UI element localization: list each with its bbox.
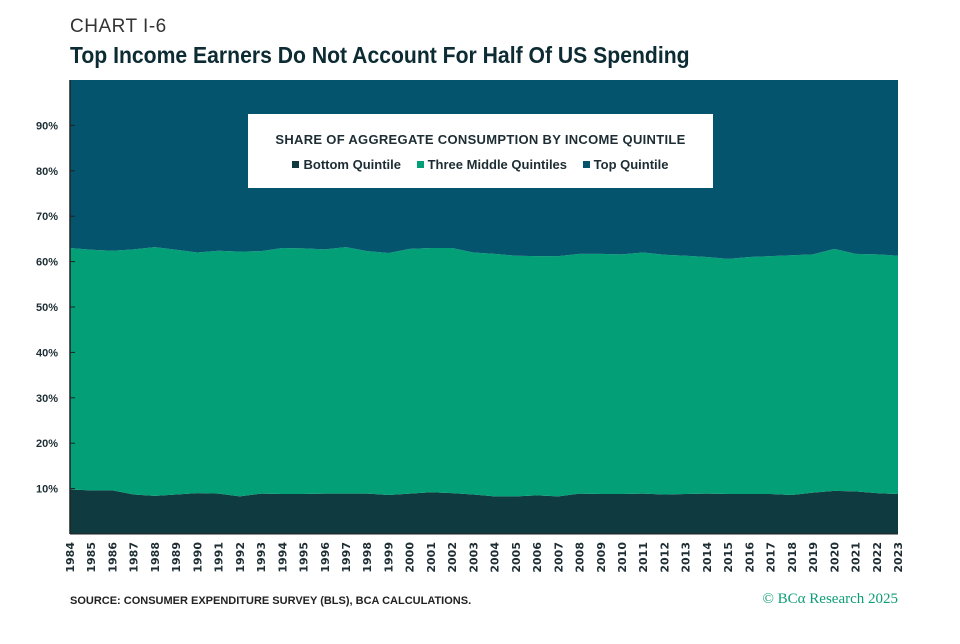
x-tick-label: 2018	[786, 542, 799, 573]
y-tick-label: 20%	[36, 438, 58, 450]
x-tick-label: 2014	[701, 542, 714, 573]
x-tick-label: 2019	[807, 542, 820, 573]
x-tick-label: 1992	[234, 542, 247, 573]
x-tick-label: 1984	[64, 542, 77, 573]
x-tick-label: 2005	[510, 542, 523, 573]
x-tick-label: 1991	[213, 542, 226, 573]
y-tick-label: 60%	[36, 257, 58, 269]
source-note: SOURCE: CONSUMER EXPENDITURE SURVEY (BLS…	[70, 595, 472, 607]
x-tick-label: 2004	[489, 542, 502, 573]
area-bottom-quintile	[70, 489, 898, 534]
y-tick-label: 70%	[36, 211, 58, 223]
copyright-credit: © BCα Research 2025	[762, 591, 898, 607]
x-tick-label: 2016	[743, 542, 756, 573]
x-tick-label: 2009	[595, 542, 608, 573]
x-tick-label: 2006	[531, 542, 544, 573]
legend-title: SHARE OF AGGREGATE CONSUMPTION BY INCOME…	[275, 132, 686, 147]
legend-item-middle: Three Middle Quintiles	[416, 157, 568, 172]
x-tick-label: 1997	[340, 542, 353, 573]
legend-label: Bottom Quintile	[303, 157, 401, 172]
y-tick-label: 40%	[36, 347, 58, 359]
x-tick-label: 1986	[106, 542, 119, 573]
y-tick-label: 30%	[36, 393, 58, 405]
x-tick-label: 2003	[467, 542, 480, 573]
legend-item-top: Top Quintile	[582, 157, 669, 172]
x-tick-label: 2020	[828, 542, 841, 573]
x-tick-label: 1988	[149, 542, 162, 573]
x-tick-label: 2023	[892, 542, 905, 573]
legend: SHARE OF AGGREGATE CONSUMPTION BY INCOME…	[248, 114, 713, 188]
area-three-middle-quintiles	[70, 247, 898, 497]
x-tick-label: 1993	[255, 542, 268, 573]
chart-label: CHART I-6	[70, 16, 167, 37]
legend-swatch	[582, 161, 590, 168]
legend-item-bottom: Bottom Quintile	[292, 157, 401, 172]
y-tick-label: 50%	[36, 302, 58, 314]
x-tick-label: 2017	[765, 542, 778, 573]
x-tick-label: 1998	[361, 542, 374, 573]
x-tick-label: 1994	[276, 542, 289, 573]
legend-label: Three Middle Quintiles	[427, 157, 568, 172]
y-tick-label: 90%	[36, 120, 58, 132]
x-tick-label: 1995	[298, 542, 311, 573]
x-tick-label: 2013	[680, 542, 693, 573]
x-tick-label: 1987	[128, 542, 141, 573]
legend-swatch	[416, 161, 424, 168]
x-tick-label: 1999	[382, 542, 395, 573]
y-tick-label: 80%	[36, 166, 58, 178]
x-tick-label: 1996	[319, 542, 332, 573]
x-tick-label: 2011	[637, 542, 650, 573]
chart-title: Top Income Earners Do Not Account For Ha…	[70, 42, 690, 68]
x-tick-label: 2002	[446, 542, 459, 573]
x-tick-label: 2022	[871, 542, 884, 573]
legend-swatch	[292, 161, 300, 168]
x-tick-label: 2008	[574, 542, 587, 573]
x-tick-label: 2010	[616, 542, 629, 573]
x-tick-label: 1985	[85, 542, 98, 573]
x-tick-label: 2000	[404, 542, 417, 573]
legend-label: Top Quintile	[593, 157, 669, 172]
y-tick-label: 10%	[36, 484, 58, 496]
x-tick-label: 2012	[658, 542, 671, 573]
x-tick-label: 1989	[170, 542, 183, 573]
x-tick-label: 2007	[552, 542, 565, 573]
x-tick-label: 1990	[191, 542, 204, 573]
x-tick-label: 2001	[425, 542, 438, 573]
x-tick-label: 2021	[850, 542, 863, 573]
x-tick-label: 2015	[722, 542, 735, 573]
